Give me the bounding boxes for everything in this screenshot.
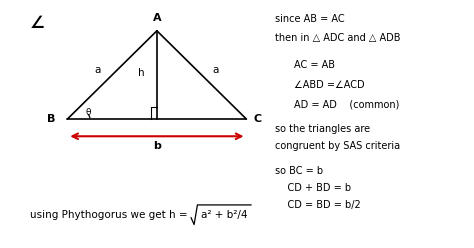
Text: then in △ ADC and △ ADB: then in △ ADC and △ ADB xyxy=(275,33,400,43)
Text: CD + BD = b: CD + BD = b xyxy=(275,183,351,193)
Text: C: C xyxy=(254,114,262,124)
Text: ∠: ∠ xyxy=(30,14,45,32)
Text: so BC = b: so BC = b xyxy=(275,166,323,176)
Text: a² + b²/4: a² + b²/4 xyxy=(201,210,248,220)
Text: h: h xyxy=(138,67,145,78)
Text: AD = AD    (common): AD = AD (common) xyxy=(293,99,399,109)
Text: A: A xyxy=(153,13,161,24)
Text: so the triangles are: so the triangles are xyxy=(275,124,370,134)
Text: b: b xyxy=(153,141,161,151)
Text: θ: θ xyxy=(86,108,91,118)
Text: a: a xyxy=(213,65,219,75)
Text: ∠ABD =∠ACD: ∠ABD =∠ACD xyxy=(293,80,364,90)
Text: B: B xyxy=(47,114,55,124)
Text: using Phythogorus we get h =: using Phythogorus we get h = xyxy=(30,210,187,220)
Text: AC = AB: AC = AB xyxy=(293,60,335,70)
Text: a: a xyxy=(95,65,101,75)
Text: since AB = AC: since AB = AC xyxy=(275,14,344,24)
Text: CD = BD = b/2: CD = BD = b/2 xyxy=(275,200,360,210)
Text: congruent by SAS criteria: congruent by SAS criteria xyxy=(275,141,400,151)
